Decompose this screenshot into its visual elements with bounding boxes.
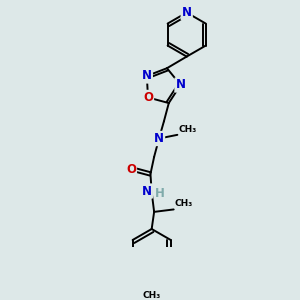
Text: O: O <box>143 91 153 104</box>
Text: CH₃: CH₃ <box>142 291 161 300</box>
Text: CH₃: CH₃ <box>178 124 197 134</box>
Text: N: N <box>142 184 152 198</box>
Text: N: N <box>154 132 164 145</box>
Text: N: N <box>142 69 152 82</box>
Text: N: N <box>182 6 192 19</box>
Text: O: O <box>126 163 136 176</box>
Text: H: H <box>155 187 165 200</box>
Text: CH₃: CH₃ <box>175 199 193 208</box>
Text: N: N <box>176 79 185 92</box>
